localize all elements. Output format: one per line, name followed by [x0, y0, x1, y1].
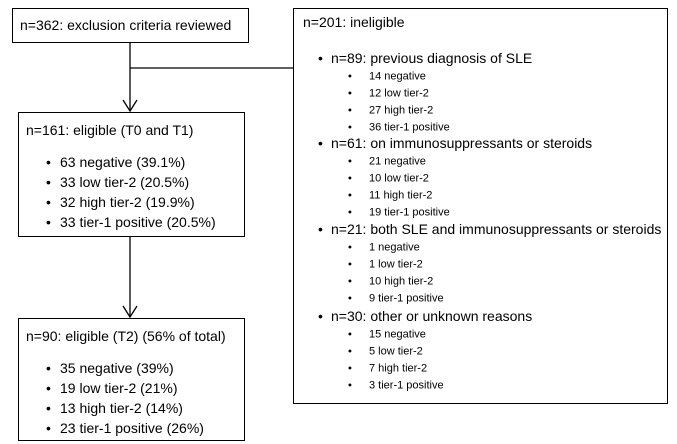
box-label: n=161: eligible (T0 and T1): [26, 122, 194, 138]
bullet: •: [46, 194, 51, 210]
eligible-t2-box: [18, 318, 245, 441]
bullet: •: [348, 379, 352, 392]
bullet: •: [348, 241, 352, 254]
group-label: n=21: both SLE and immunosuppressants or…: [331, 221, 662, 237]
list-item: 33 low tier-2 (20.5%): [60, 174, 190, 190]
arrow-head: [122, 99, 138, 113]
bullet: •: [348, 258, 352, 271]
bullet: •: [348, 121, 352, 134]
bullet: •: [318, 50, 323, 66]
ineligible-box: [293, 8, 668, 404]
bullet: •: [348, 155, 352, 168]
bullet: •: [46, 360, 51, 376]
bullet: •: [46, 154, 51, 170]
bullet: •: [46, 380, 51, 396]
list-item: 32 high tier-2 (19.9%): [60, 194, 195, 210]
bullet: •: [348, 275, 352, 288]
list-item: 23 tier-1 positive (26%): [60, 420, 204, 436]
bullet: •: [348, 206, 352, 219]
group-item: 19 tier-1 positive: [369, 206, 450, 219]
group-item: 1 low tier-2: [369, 258, 423, 271]
group-label: n=61: on immunosuppressants or steroids: [331, 135, 593, 151]
list-item: 19 low tier-2 (21%): [60, 380, 178, 396]
bullet: •: [318, 135, 323, 151]
bullet: •: [318, 221, 323, 237]
group-label: n=30: other or unknown reasons: [331, 308, 533, 324]
group-item: 1 negative: [369, 241, 420, 254]
list-item: 13 high tier-2 (14%): [60, 400, 183, 416]
group-item: 9 tier-1 positive: [369, 292, 444, 305]
bullet: •: [46, 214, 51, 230]
bullet: •: [348, 292, 352, 305]
list-item: 63 negative (39.1%): [60, 154, 186, 170]
bullet: •: [46, 174, 51, 190]
bullet: •: [348, 328, 352, 341]
group-item: 14 negative: [369, 70, 426, 83]
group-item: 10 high tier-2: [369, 275, 434, 288]
group-item: 10 low tier-2: [369, 172, 429, 185]
bullet: •: [46, 400, 51, 416]
group-item: 5 low tier-2: [369, 345, 423, 358]
bullet: •: [348, 104, 352, 117]
arrow-head: [122, 305, 138, 319]
bullet: •: [348, 172, 352, 185]
eligible-t0-t1-box: [18, 112, 245, 237]
group-item: 21 negative: [369, 155, 426, 168]
group-item: 11 high tier-2: [369, 189, 433, 202]
group-item: 12 low tier-2: [369, 87, 429, 100]
bullet: •: [348, 70, 352, 83]
box-label: n=201: ineligible: [303, 14, 405, 30]
list-item: 33 tier-1 positive (20.5%): [60, 214, 216, 230]
group-label: n=89: previous diagnosis of SLE: [331, 50, 533, 66]
group-item: 27 high tier-2: [369, 104, 434, 117]
bullet: •: [348, 345, 352, 358]
box-label: n=90: eligible (T2) (56% of total): [26, 328, 226, 344]
list-item: 35 negative (39%): [60, 360, 174, 376]
bullet: •: [318, 308, 323, 324]
screened-box: [12, 8, 249, 43]
group-item: 15 negative: [369, 328, 426, 341]
group-item: 7 high tier-2: [369, 362, 428, 375]
bullet: •: [348, 362, 352, 375]
bullet: •: [46, 420, 51, 436]
group-item: 36 tier-1 positive: [369, 121, 450, 134]
bullet: •: [348, 189, 352, 202]
bullet: •: [348, 87, 352, 100]
group-item: 3 tier-1 positive: [369, 379, 444, 392]
box-label: n=362: exclusion criteria reviewed: [20, 17, 232, 33]
